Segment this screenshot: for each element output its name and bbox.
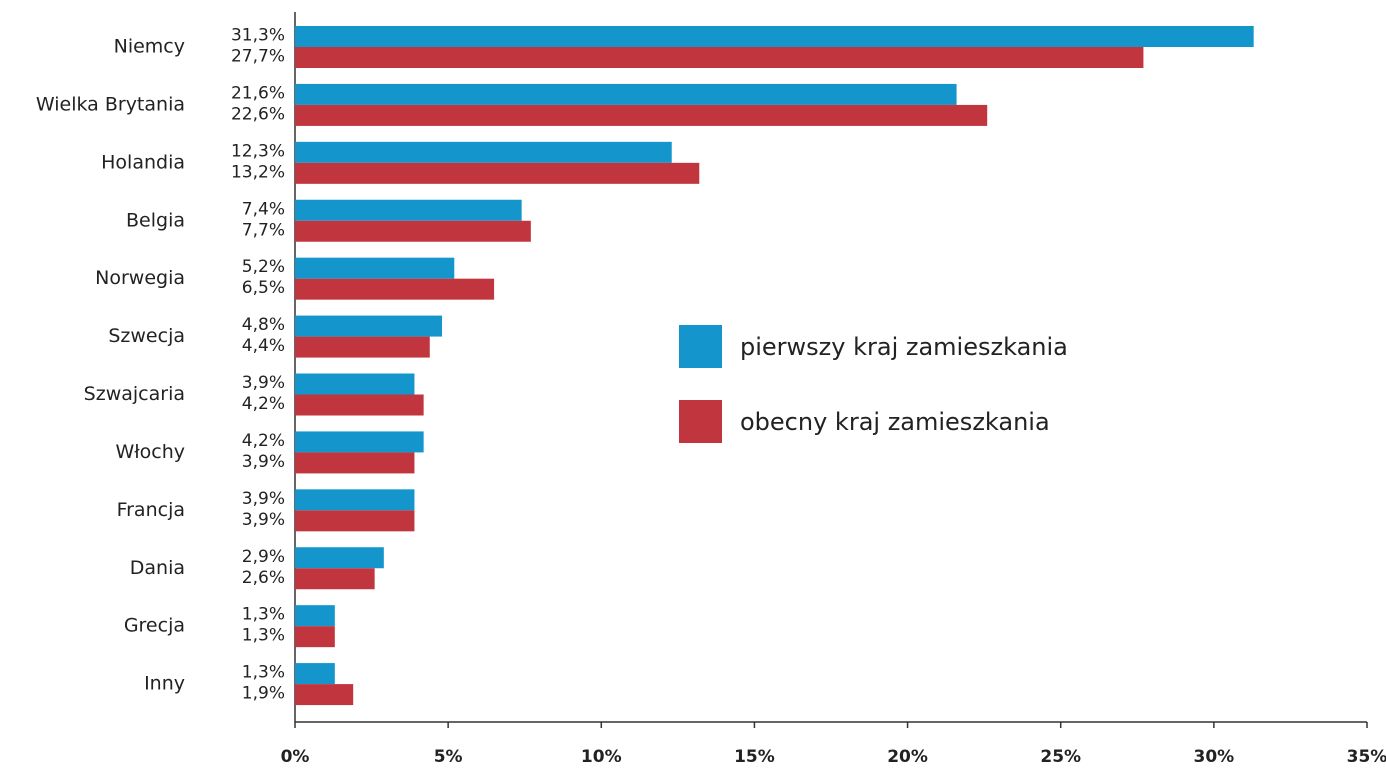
- bar: [295, 162, 700, 184]
- x-tick-label: 5%: [434, 747, 463, 767]
- bar: [295, 26, 1254, 47]
- bar: [295, 510, 415, 532]
- bar: [295, 431, 424, 453]
- legend-swatch: [679, 325, 722, 368]
- bar: [295, 220, 531, 242]
- bar: [295, 489, 415, 511]
- bar: [295, 336, 430, 358]
- bar: [295, 104, 988, 126]
- y-tick-label: Norwegia: [95, 267, 185, 289]
- value-label: 4,8%: [242, 315, 285, 335]
- y-tick-label: Holandia: [101, 151, 185, 173]
- x-tick-label: 10%: [581, 747, 622, 767]
- y-tick-label: Dania: [130, 557, 185, 579]
- bar: [295, 315, 443, 337]
- legend-swatch: [679, 400, 722, 443]
- value-label: 7,7%: [242, 220, 285, 240]
- y-tick-label: Szwajcaria: [84, 383, 185, 405]
- y-tick-label: Belgia: [126, 209, 185, 231]
- legend-label: pierwszy kraj zamieszkania: [740, 333, 1068, 361]
- value-label: 31,3%: [231, 26, 285, 46]
- value-label: 3,9%: [242, 452, 285, 472]
- bar: [295, 47, 1144, 68]
- value-label: 4,2%: [242, 431, 285, 451]
- bar: [295, 605, 335, 627]
- bar: [295, 663, 335, 685]
- value-label: 21,6%: [231, 83, 285, 103]
- value-label: 6,5%: [242, 278, 285, 298]
- value-label: 1,3%: [242, 605, 285, 625]
- x-tick-label: 25%: [1040, 747, 1081, 767]
- value-label: 1,3%: [242, 663, 285, 683]
- bar: [295, 199, 522, 221]
- value-label: 13,2%: [231, 162, 285, 182]
- x-tick-label: 30%: [1194, 747, 1235, 767]
- value-label: 1,9%: [242, 684, 285, 704]
- bar: [295, 257, 455, 279]
- bar: [295, 278, 495, 300]
- value-label: 22,6%: [231, 104, 285, 124]
- bar: [295, 373, 415, 395]
- bar: [295, 547, 384, 569]
- y-tick-label: Grecja: [124, 615, 185, 637]
- bar: [295, 684, 354, 706]
- y-tick-label: Niemcy: [114, 36, 185, 58]
- value-label: 4,2%: [242, 394, 285, 414]
- value-label: 7,4%: [242, 199, 285, 219]
- x-tick-label: 15%: [734, 747, 775, 767]
- x-tick-label: 35%: [1347, 747, 1386, 767]
- y-tick-label: Francja: [117, 499, 185, 521]
- value-label: 4,4%: [242, 336, 285, 356]
- value-label: 3,9%: [242, 510, 285, 530]
- y-tick-label: Wielka Brytania: [36, 93, 185, 115]
- bar: [295, 626, 335, 648]
- y-tick-label: Włochy: [115, 441, 185, 463]
- bar: [295, 568, 375, 590]
- x-tick-label: 20%: [887, 747, 928, 767]
- legend-label: obecny kraj zamieszkania: [740, 408, 1050, 436]
- value-label: 3,9%: [242, 489, 285, 509]
- bar: [295, 141, 672, 163]
- value-label: 2,9%: [242, 547, 285, 567]
- bar: [295, 452, 415, 474]
- bar: [295, 394, 424, 416]
- value-label: 27,7%: [231, 47, 285, 67]
- y-tick-label: Inny: [144, 673, 185, 695]
- value-label: 12,3%: [231, 141, 285, 161]
- value-label: 3,9%: [242, 373, 285, 393]
- bar: [295, 83, 957, 105]
- x-tick-label: 0%: [281, 747, 310, 767]
- value-label: 2,6%: [242, 568, 285, 588]
- value-label: 1,3%: [242, 626, 285, 646]
- y-tick-label: Szwecja: [108, 325, 185, 347]
- value-label: 5,2%: [242, 257, 285, 277]
